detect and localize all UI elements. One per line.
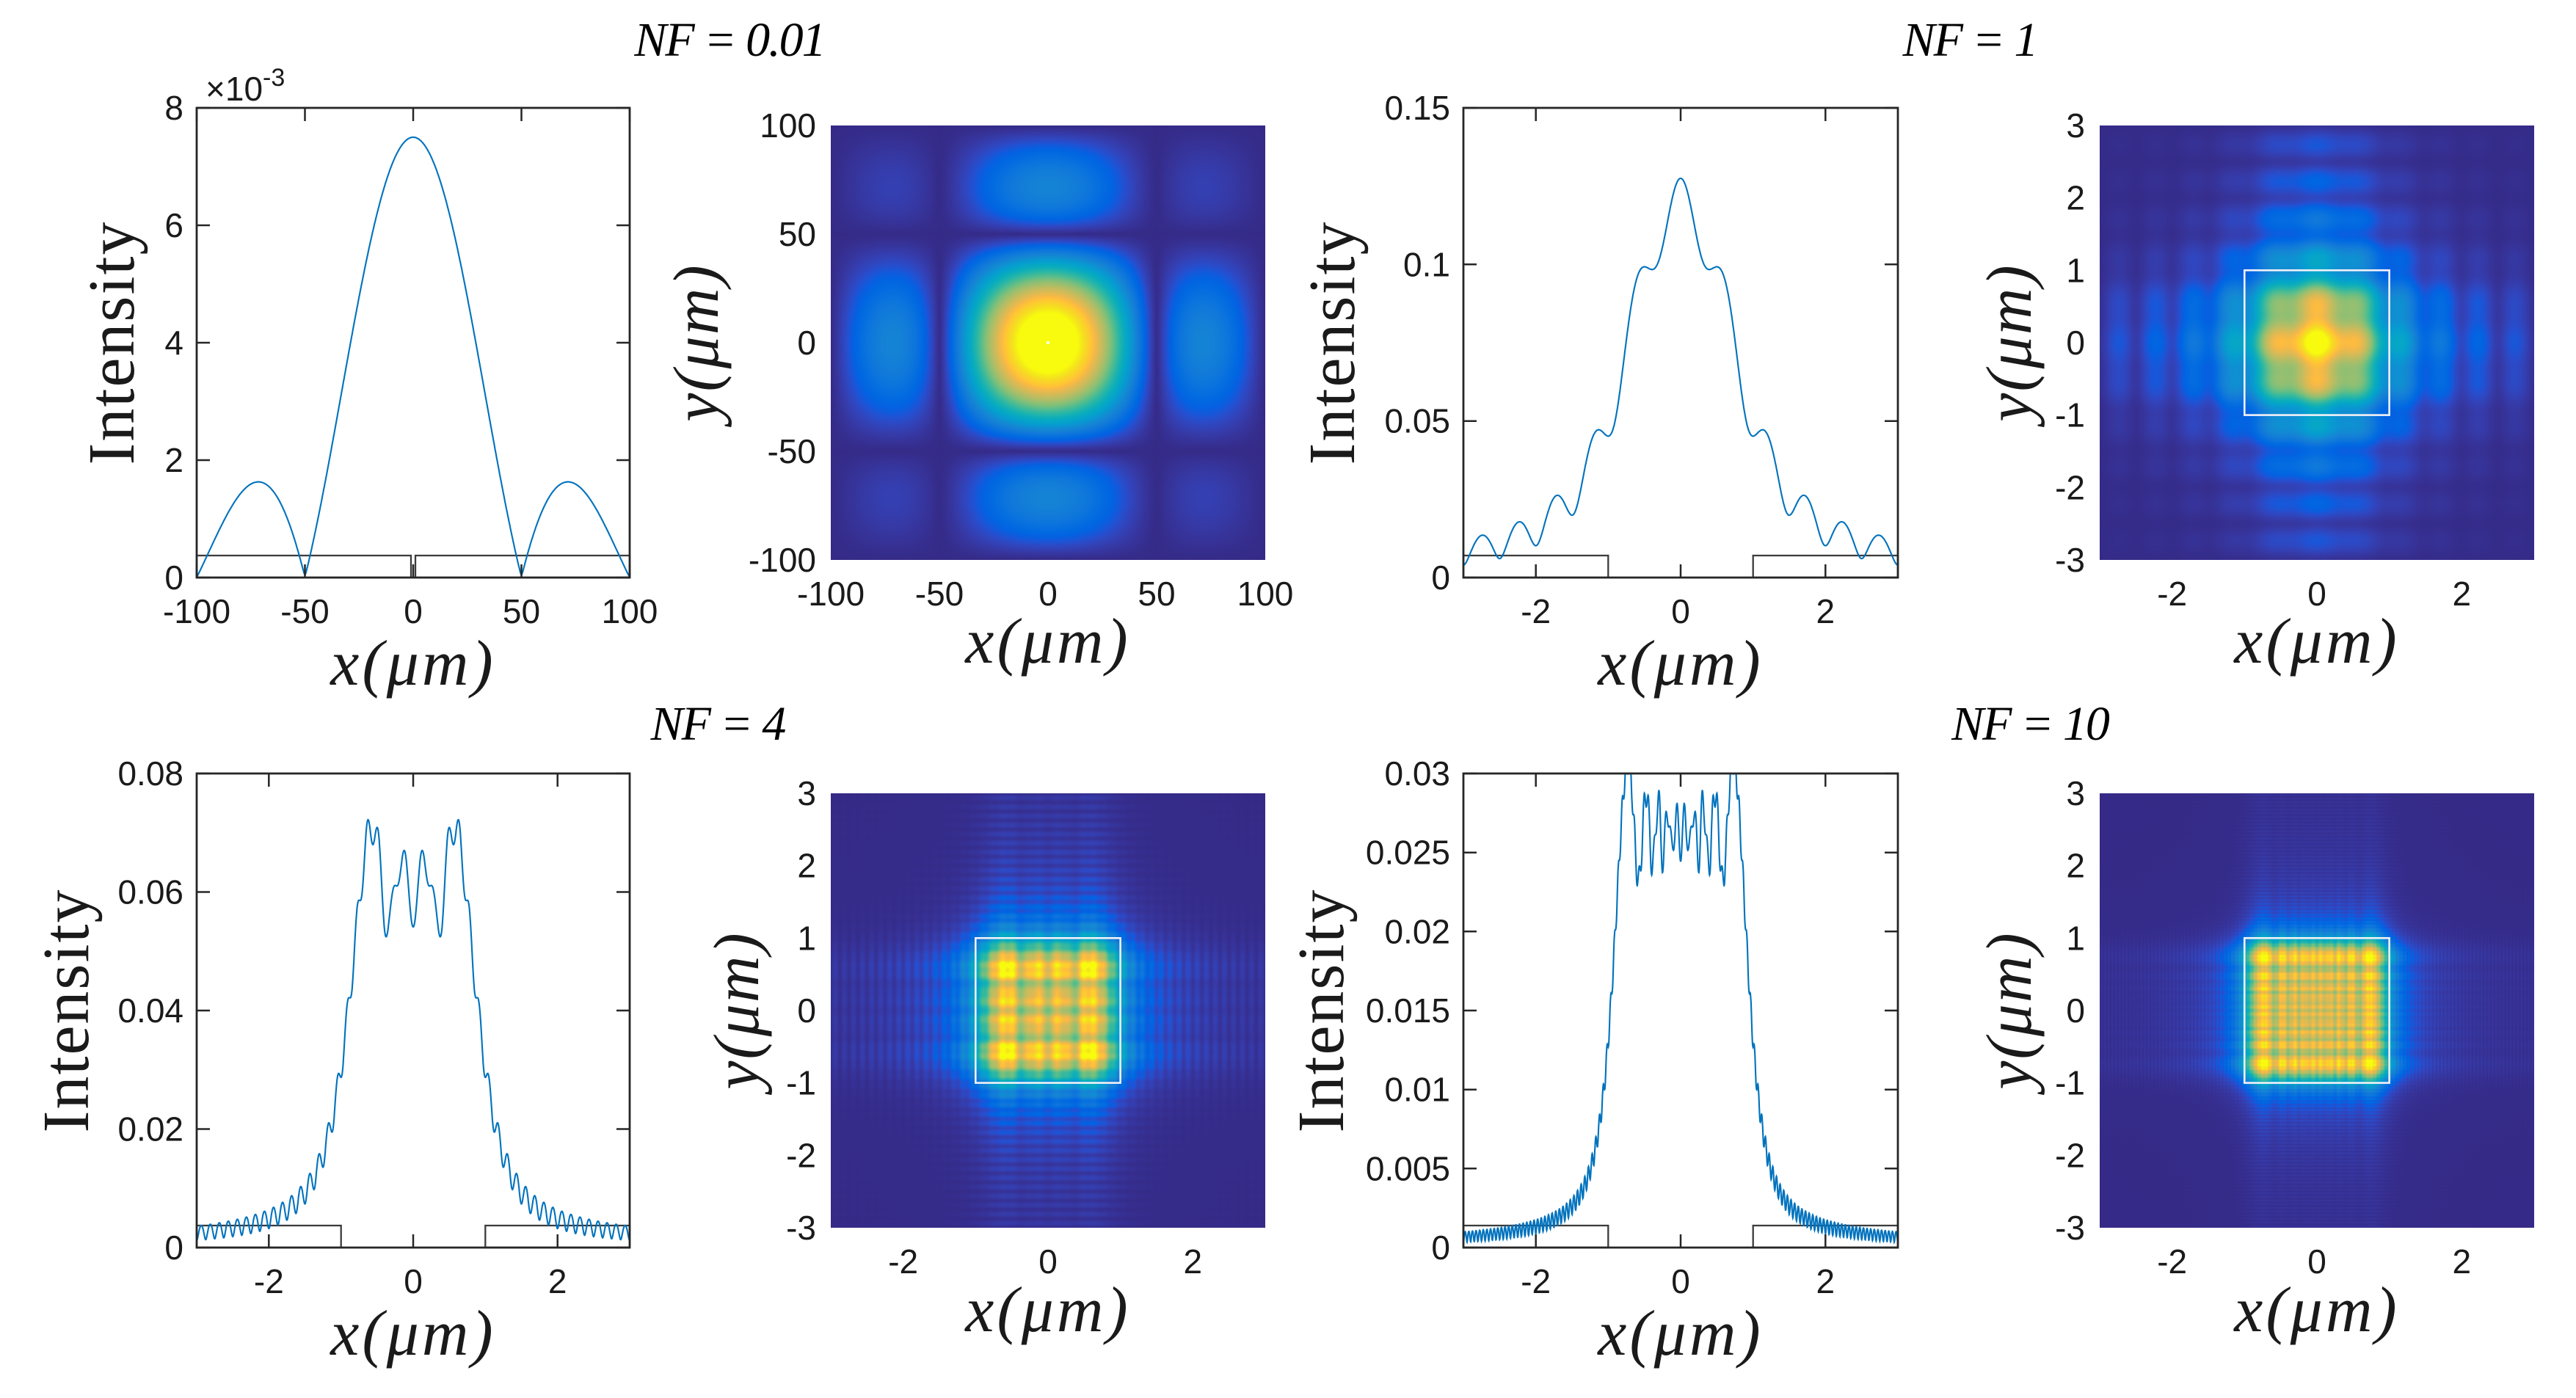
svg-text:0.05: 0.05: [1384, 402, 1450, 440]
svg-text:0: 0: [1431, 558, 1450, 597]
svg-text:0: 0: [2307, 1242, 2326, 1281]
svg-text:-50: -50: [280, 592, 329, 630]
svg-text:2: 2: [2453, 575, 2472, 613]
svg-text:0.02: 0.02: [1384, 912, 1450, 950]
svg-text:0: 0: [1671, 1262, 1690, 1300]
svg-text:-3: -3: [2055, 541, 2085, 579]
svg-text:x(μm): x(μm): [964, 1275, 1130, 1346]
svg-text:3: 3: [2066, 774, 2085, 812]
svg-text:Intensity: Intensity: [76, 221, 148, 465]
svg-text:0: 0: [1431, 1228, 1450, 1267]
svg-text:Intensity: Intensity: [1285, 889, 1358, 1133]
svg-text:6: 6: [164, 206, 183, 244]
svg-text:2: 2: [2066, 179, 2085, 217]
svg-text:x(μm): x(μm): [964, 606, 1130, 677]
svg-text:2: 2: [1816, 1262, 1835, 1300]
svg-text:x(μm): x(μm): [2233, 606, 2399, 677]
svg-text:-2: -2: [254, 1262, 284, 1300]
svg-text:-100: -100: [163, 592, 230, 630]
svg-text:1: 1: [797, 919, 816, 957]
svg-text:0: 0: [2066, 324, 2085, 362]
svg-text:x(μm): x(μm): [1596, 628, 1763, 699]
svg-text:1: 1: [2066, 251, 2085, 289]
svg-text:2: 2: [164, 441, 183, 479]
svg-text:0.04: 0.04: [117, 991, 183, 1030]
svg-text:0.02: 0.02: [117, 1110, 183, 1148]
svg-text:100: 100: [760, 106, 816, 145]
svg-text:3: 3: [797, 774, 816, 812]
svg-text:0: 0: [2066, 991, 2085, 1030]
svg-text:-2: -2: [1521, 592, 1551, 630]
svg-text:3: 3: [2066, 106, 2085, 145]
svg-text:y(μm): y(μm): [1974, 263, 2045, 427]
svg-text:-2: -2: [786, 1136, 816, 1174]
svg-text:0: 0: [1671, 592, 1690, 630]
svg-text:-100: -100: [797, 575, 865, 613]
svg-text:0.03: 0.03: [1384, 754, 1450, 793]
svg-text:100: 100: [602, 592, 658, 630]
svg-text:-50: -50: [915, 575, 964, 613]
svg-text:x(μm): x(μm): [329, 1298, 495, 1369]
svg-text:-2: -2: [1521, 1262, 1551, 1300]
svg-text:-1: -1: [2055, 1064, 2085, 1102]
svg-text:-2: -2: [2157, 575, 2187, 613]
svg-text:1: 1: [2066, 919, 2085, 957]
svg-text:8: 8: [164, 89, 183, 127]
svg-text:Intensity: Intensity: [30, 889, 103, 1133]
svg-text:0.1: 0.1: [1403, 245, 1450, 283]
svg-text:0.025: 0.025: [1366, 834, 1450, 872]
svg-text:-1: -1: [786, 1064, 816, 1102]
svg-text:x(μm): x(μm): [2233, 1275, 2399, 1346]
svg-text:0: 0: [164, 1228, 183, 1267]
svg-text:2: 2: [2453, 1242, 2472, 1281]
svg-text:-1: -1: [2055, 396, 2085, 434]
svg-text:-2: -2: [888, 1242, 918, 1281]
svg-text:NF = 0.01: NF = 0.01: [633, 13, 824, 67]
svg-text:y(μm): y(μm): [1974, 931, 2045, 1095]
svg-text:y(μm): y(μm): [661, 263, 732, 427]
svg-text:x(μm): x(μm): [1596, 1298, 1763, 1369]
svg-text:50: 50: [503, 592, 540, 630]
svg-text:0.15: 0.15: [1384, 89, 1450, 127]
svg-text:NF = 4: NF = 4: [650, 697, 786, 751]
svg-text:2: 2: [2066, 847, 2085, 885]
svg-text:0.005: 0.005: [1366, 1149, 1450, 1187]
svg-text:50: 50: [779, 215, 816, 253]
svg-text:-2: -2: [2055, 1136, 2085, 1174]
svg-text:4: 4: [164, 324, 183, 362]
svg-text:-2: -2: [2157, 1242, 2187, 1281]
svg-text:-100: -100: [749, 541, 816, 579]
svg-text:Intensity: Intensity: [1296, 221, 1369, 465]
svg-text:2: 2: [1184, 1242, 1203, 1281]
svg-text:-50: -50: [768, 432, 816, 470]
svg-text:NF = 10: NF = 10: [1951, 697, 2110, 751]
svg-text:0: 0: [1038, 1242, 1058, 1281]
svg-text:0: 0: [404, 1262, 423, 1300]
svg-text:-2: -2: [2055, 468, 2085, 506]
svg-text:x(μm): x(μm): [329, 628, 495, 699]
svg-text:0.01: 0.01: [1384, 1071, 1450, 1109]
svg-text:0.08: 0.08: [117, 754, 183, 793]
svg-text:0: 0: [164, 558, 183, 597]
svg-text:NF = 1: NF = 1: [1902, 13, 2037, 67]
svg-text:0: 0: [797, 324, 816, 362]
svg-text:2: 2: [797, 847, 816, 885]
svg-text:-3: -3: [786, 1209, 816, 1247]
svg-text:50: 50: [1138, 575, 1175, 613]
svg-text:y(μm): y(μm): [702, 931, 773, 1095]
svg-text:0: 0: [2307, 575, 2326, 613]
svg-text:2: 2: [548, 1262, 567, 1300]
svg-text:0: 0: [404, 592, 423, 630]
svg-text:0.015: 0.015: [1366, 991, 1450, 1030]
svg-text:0: 0: [1038, 575, 1058, 613]
svg-text:0: 0: [797, 991, 816, 1030]
svg-text:2: 2: [1816, 592, 1835, 630]
svg-text:×10-3: ×10-3: [205, 64, 285, 108]
svg-text:-3: -3: [2055, 1209, 2085, 1247]
svg-text:100: 100: [1237, 575, 1294, 613]
svg-text:0.06: 0.06: [117, 873, 183, 911]
